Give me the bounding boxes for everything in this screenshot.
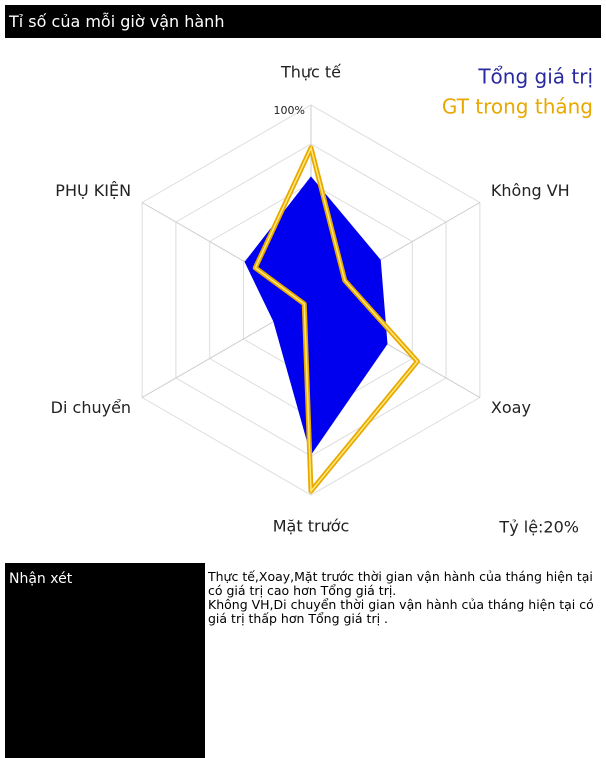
comment-paragraph: Không VH,Di chuyển thời gian vận hành củ… — [208, 597, 594, 626]
chart: 100% Thực tế Không VH Xoay Mặt trước Di chuyể… — [51, 63, 593, 537]
legend-label: GT trong tháng — [442, 95, 593, 119]
comment-label: Nhận xét — [5, 563, 205, 758]
category-label: Thực tế — [280, 63, 341, 82]
scale-note: Tỷ lệ:20% — [498, 518, 579, 537]
category-label: PHỤ KIỆN — [55, 181, 131, 200]
series-line-inner — [254, 145, 419, 494]
category-label: Xoay — [491, 398, 531, 417]
comment-text: Thực tế,Xoay,Mặt trước thời gian vận hàn… — [208, 570, 598, 626]
series-area — [244, 176, 388, 456]
category-label: Di chuyển — [51, 398, 131, 417]
comment-paragraph: Thực tế,Xoay,Mặt trước thời gian vận hàn… — [208, 569, 593, 598]
legend-label: Tổng giá trị — [477, 65, 593, 89]
tick-label: 100% — [274, 104, 305, 117]
category-label: Mặt trước — [273, 517, 350, 536]
category-label: Không VH — [491, 181, 570, 200]
header-title: Tỉ số của mỗi giờ vận hành — [5, 5, 601, 38]
